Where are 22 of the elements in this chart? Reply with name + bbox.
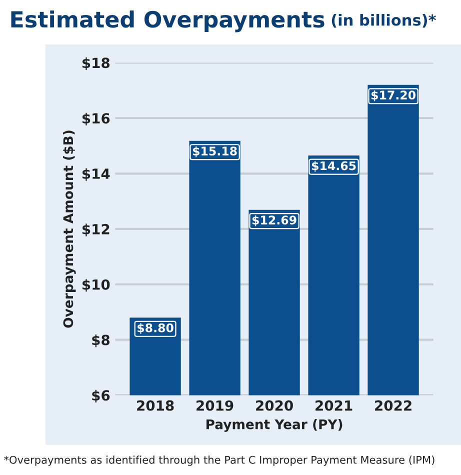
y-tick-label: $16 [82,112,110,126]
y-tick-label: $12 [82,224,110,236]
data-label: $12.69 [252,215,296,226]
y-tick-label: $10 [82,279,110,292]
chart-title: Estimated Overpayments [11,10,324,32]
text: *Overpayments as identified through the Part C Improper Payment Measure (IPM) [4,456,434,466]
y-tick-label: $14 [82,168,110,181]
x-tick-label: 2020 [256,400,293,411]
x-tick-label: 2018 [137,400,174,411]
y-tick-label: $6 [92,390,110,403]
data-label: $15.18 [192,146,237,158]
data-label: $17.20 [371,90,416,102]
y-tick-label: $8 [92,334,110,348]
x-tick-label: 2022 [375,400,412,411]
x-axis-title: Payment Year (PY) [206,419,342,432]
y-axis-title: Overpayment Amount ($B) [62,130,76,328]
chart-subtitle: (in billions)* [332,14,436,28]
x-tick-label: 2019 [196,400,234,411]
x-tick-label: 2021 [316,400,352,411]
data-label: $8.80 [138,323,174,334]
data-label: $14.65 [312,161,356,172]
y-tick-label: $18 [82,57,110,70]
